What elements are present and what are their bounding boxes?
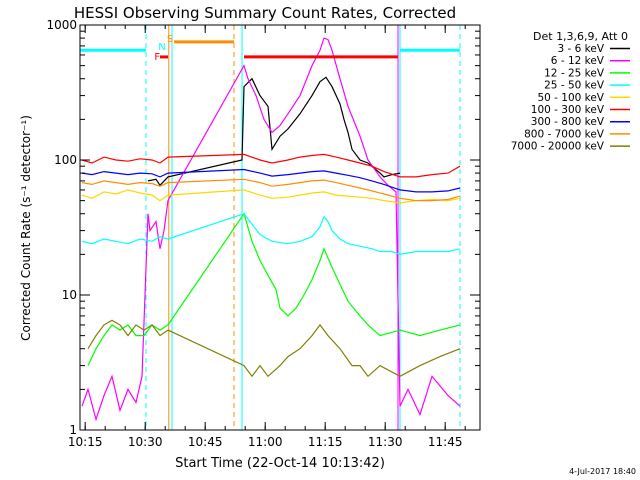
legend-label-1: 6 - 12 keV <box>551 55 605 67</box>
flag-label-N: N <box>158 42 165 53</box>
flag-label-F: F <box>154 52 160 63</box>
series-line-4 <box>81 189 461 204</box>
series-line-5 <box>81 153 461 178</box>
y-tick-label: 1 <box>69 423 77 437</box>
x-tick-label: 10:30 <box>128 435 163 449</box>
series-line-3 <box>81 212 461 256</box>
series-line-6 <box>81 168 461 193</box>
x-tick-label: 10:15 <box>68 435 103 449</box>
x-tick-label: 11:30 <box>368 435 403 449</box>
legend-label-2: 12 - 25 keV <box>544 67 605 79</box>
legend-label-5: 100 - 300 keV <box>531 104 605 116</box>
x-tick-label: 11:00 <box>248 435 283 449</box>
x-axis-label: Start Time (22-Oct-14 10:13:42) <box>175 456 385 471</box>
y-tick-label: 10 <box>62 288 77 302</box>
series-line-8 <box>87 319 461 378</box>
plot-frame <box>79 24 481 431</box>
series-line-1 <box>81 37 461 422</box>
y-axis-label: Corrected Count Rate (s⁻¹ detector⁻¹) <box>19 115 33 341</box>
data-layer: SNF <box>80 25 461 430</box>
legend-label-8: 7000 - 20000 keV <box>511 141 605 153</box>
axis-layer: 10:15 10:30 10:45 11:00 11:15 11:30 11:45 1 10 10… <box>46 18 480 449</box>
legend-header: Det 1,3,6,9, Att 0 <box>533 30 628 43</box>
legend-label-0: 3 - 6 keV <box>557 43 604 55</box>
series-line-0 <box>147 76 401 187</box>
legend-label-7: 800 - 7000 keV <box>524 128 605 140</box>
generation-timestamp: 4-Jul-2017 18:40 <box>569 467 636 476</box>
x-tick-label: 11:45 <box>428 435 463 449</box>
chart-title: HESSI Observing Summary Count Rates, Cor… <box>74 4 456 22</box>
y-tick-label: 1000 <box>46 18 77 32</box>
flag-label-S: S <box>167 34 173 45</box>
legend-label-3: 25 - 50 keV <box>544 80 605 92</box>
x-tick-label: 10:45 <box>188 435 223 449</box>
y-tick-label: 100 <box>54 153 77 167</box>
series-line-2 <box>87 212 461 366</box>
series-line-7 <box>81 178 461 202</box>
x-tick-label: 11:15 <box>308 435 343 449</box>
legend-label-6: 300 - 800 keV <box>531 116 605 128</box>
legend-label-4: 50 - 100 keV <box>537 92 604 104</box>
